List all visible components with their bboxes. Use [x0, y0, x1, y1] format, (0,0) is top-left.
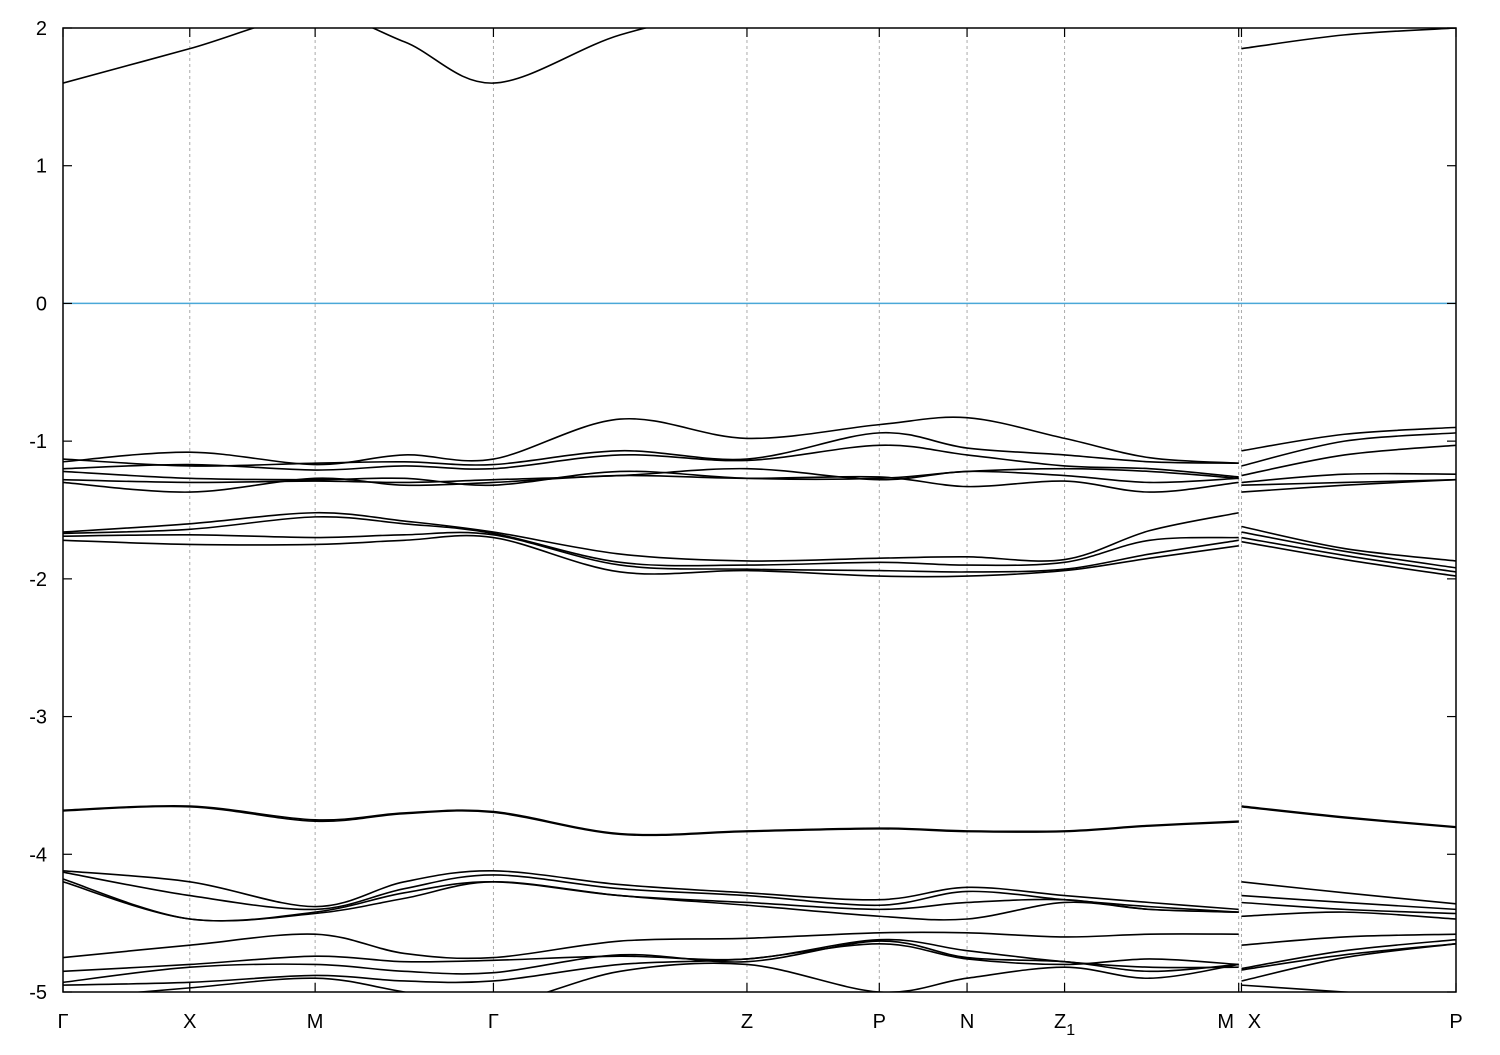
band-9-segment-b: [1241, 536, 1456, 573]
band-4-segment-b: [1241, 472, 1456, 484]
x-tick-label-text: Z: [1054, 1011, 1066, 1033]
y-tick-label: -3: [29, 707, 47, 729]
x-tick-label: M: [1217, 1011, 1234, 1033]
y-tick-label: -2: [29, 569, 47, 591]
x-tick-label: Γ: [488, 1011, 499, 1033]
band-0-segment-b: [1241, 28, 1456, 50]
band-14-segment-b: [1241, 894, 1456, 911]
x-tick-label-text: P: [1449, 1011, 1462, 1033]
band-3-segment-b: [1241, 444, 1456, 477]
band-11-segment-b: [1241, 805, 1456, 828]
band-20-segment-a: [63, 942, 1239, 986]
band-2-segment-b: [1241, 432, 1456, 467]
band-18-segment-b: [1241, 938, 1456, 970]
x-tick-label: Z: [741, 1011, 753, 1033]
x-axis: Γ X M Γ Z P N Z1 M X P: [57, 28, 1463, 1039]
band-1-segment-a: [63, 416, 1239, 466]
band-8-segment-a: [63, 515, 1239, 567]
band-6-segment-a: [63, 474, 1239, 493]
y-tick-label: 2: [36, 18, 47, 40]
band-16-segment-a: [63, 881, 1239, 922]
y-tick-label: 0: [36, 293, 47, 315]
band-0-segment-a: [63, 28, 649, 84]
band-21-segment-a: [131, 962, 1239, 992]
band-10-segment-b: [1241, 540, 1456, 577]
y-tick-label: -1: [29, 431, 47, 453]
x-tick-label-text: N: [960, 1011, 974, 1033]
x-tick-label: N: [960, 1011, 974, 1033]
y-tick-label: 1: [36, 156, 47, 178]
x-tick-label: P: [1449, 1011, 1462, 1033]
band-13-segment-b: [1241, 881, 1456, 905]
band-20-segment-b: [1241, 943, 1456, 982]
band-7-segment-b: [1241, 525, 1456, 562]
x-tick-label-text: X: [183, 1011, 196, 1033]
x-tick-label-text: Γ: [488, 1011, 499, 1033]
x-tick-label-text: M: [1217, 1011, 1234, 1033]
y-axis: -5 -4 -3 -2 -1 0 1 2: [29, 18, 1456, 1004]
band-15-segment-a: [63, 878, 1239, 922]
band-16-segment-b: [1241, 911, 1456, 920]
x-tick-label-subscript: 1: [1066, 1022, 1075, 1039]
x-tick-label: Z1: [1054, 1011, 1075, 1039]
band-21-segment-b: [1241, 984, 1358, 992]
band-9-segment-a: [63, 531, 1239, 573]
x-tick-label: X: [183, 1011, 196, 1033]
x-tick-label-text: M: [307, 1011, 324, 1033]
x-tick-label-text: P: [873, 1011, 886, 1033]
band-12-segment-a: [63, 805, 1239, 837]
band-3-segment-a: [63, 444, 1239, 478]
band-17-segment-b: [1241, 933, 1456, 946]
band-17-segment-a: [63, 931, 1239, 960]
x-tick-label-text: Z: [741, 1011, 753, 1033]
band-11-segment-a: [63, 804, 1239, 836]
band-15-segment-b: [1241, 901, 1456, 915]
x-tick-label: Γ: [57, 1011, 68, 1033]
band-10-segment-a: [63, 534, 1239, 578]
grid-lines: [189, 28, 1242, 992]
band-13-segment-a: [63, 870, 1239, 911]
x-tick-label: M: [307, 1011, 324, 1033]
plot-frame: [62, 27, 1457, 993]
x-tick-label: P: [873, 1011, 886, 1033]
band-12-segment-b: [1241, 805, 1456, 829]
x-tick-label: X: [1248, 1011, 1261, 1033]
band-6-segment-b: [1241, 478, 1456, 493]
y-tick-label: -5: [29, 982, 47, 1004]
band-2-segment-a: [63, 431, 1239, 467]
band-1-segment-b: [1241, 426, 1456, 452]
band-19-segment-a: [63, 940, 1239, 984]
band-7-segment-a: [63, 511, 1239, 562]
x-tick-label-text: X: [1248, 1011, 1261, 1033]
bands: [63, 28, 1456, 992]
x-tick-label-text: Γ: [57, 1011, 68, 1033]
y-tick-label: -4: [29, 844, 47, 866]
band-8-segment-b: [1241, 531, 1456, 569]
